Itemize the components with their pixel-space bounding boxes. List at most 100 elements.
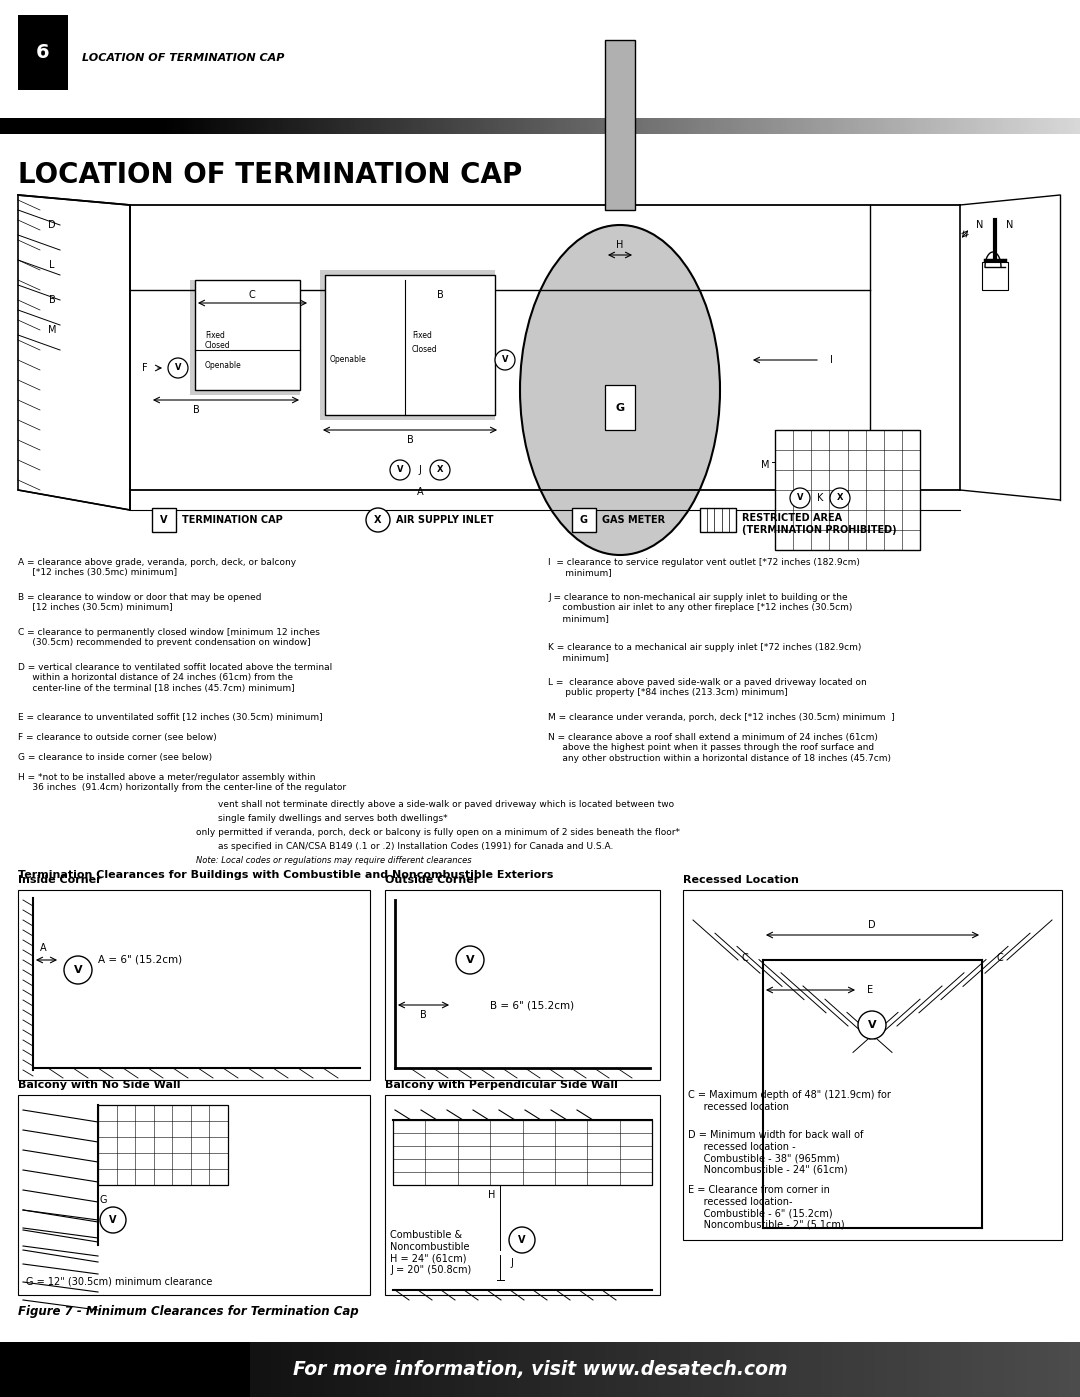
Bar xyxy=(778,117,782,134)
Bar xyxy=(828,117,833,134)
Bar xyxy=(734,117,739,134)
Bar xyxy=(1026,117,1030,134)
Bar xyxy=(180,117,185,134)
Bar xyxy=(489,117,495,134)
Bar xyxy=(1023,117,1027,134)
Bar xyxy=(97,117,102,134)
Bar xyxy=(0,1343,249,1397)
Bar xyxy=(227,1343,240,1397)
Bar xyxy=(835,117,840,134)
Text: Inside Corner: Inside Corner xyxy=(18,875,102,886)
Bar xyxy=(745,117,750,134)
Bar xyxy=(532,117,538,134)
Bar xyxy=(346,1343,359,1397)
Bar xyxy=(691,1343,704,1397)
Bar xyxy=(583,1343,596,1397)
Bar xyxy=(292,117,296,134)
Bar xyxy=(562,117,566,134)
Bar xyxy=(216,1343,229,1397)
Bar xyxy=(191,117,195,134)
Bar xyxy=(1034,117,1038,134)
Text: C = Maximum depth of 48" (121.9cm) for
     recessed location: C = Maximum depth of 48" (121.9cm) for r… xyxy=(688,1090,891,1112)
Bar xyxy=(1037,1343,1050,1397)
Bar xyxy=(586,117,592,134)
Bar xyxy=(332,117,336,134)
Bar xyxy=(572,117,577,134)
Bar xyxy=(259,1343,272,1397)
Bar xyxy=(515,117,519,134)
Bar xyxy=(122,117,127,134)
Bar xyxy=(778,1343,791,1397)
Text: G = 12" (30.5cm) minimum clearance: G = 12" (30.5cm) minimum clearance xyxy=(26,1277,213,1287)
Text: M: M xyxy=(761,460,770,469)
Bar xyxy=(302,117,307,134)
Bar xyxy=(292,1343,305,1397)
Bar xyxy=(396,117,401,134)
Bar xyxy=(569,117,573,134)
Bar xyxy=(540,117,544,134)
Bar xyxy=(313,1343,326,1397)
Bar xyxy=(384,890,660,1080)
Bar xyxy=(1072,117,1078,134)
Bar xyxy=(799,1343,812,1397)
Bar xyxy=(864,1343,877,1397)
Bar xyxy=(983,1343,996,1397)
Bar xyxy=(767,117,771,134)
Bar xyxy=(0,1343,13,1397)
Bar xyxy=(940,117,944,134)
Bar xyxy=(861,117,865,134)
Bar xyxy=(494,117,498,134)
Bar xyxy=(227,117,231,134)
Bar xyxy=(994,117,998,134)
Text: B = 6" (15.2cm): B = 6" (15.2cm) xyxy=(490,1000,575,1010)
Text: D = Minimum width for back wall of
     recessed location -
     Combustible - 3: D = Minimum width for back wall of reces… xyxy=(688,1130,863,1175)
Text: C: C xyxy=(997,953,1003,963)
Bar xyxy=(915,117,919,134)
Bar xyxy=(111,117,117,134)
Bar xyxy=(213,117,217,134)
Circle shape xyxy=(831,488,850,509)
Text: Balcony with Perpendicular Side Wall: Balcony with Perpendicular Side Wall xyxy=(384,1080,618,1090)
Bar xyxy=(432,1343,445,1397)
Bar xyxy=(799,117,804,134)
Circle shape xyxy=(789,488,810,509)
Bar xyxy=(640,117,646,134)
Bar xyxy=(18,1095,370,1295)
Text: A: A xyxy=(40,943,46,953)
Bar xyxy=(378,117,382,134)
Bar xyxy=(43,1343,56,1397)
Bar xyxy=(443,117,447,134)
Bar xyxy=(36,117,41,134)
Bar xyxy=(853,1343,866,1397)
Bar xyxy=(0,0,1080,110)
Bar xyxy=(813,117,819,134)
Bar xyxy=(184,117,188,134)
Bar xyxy=(324,117,328,134)
Text: L =  clearance above paved side-walk or a paved driveway located on
      public: L = clearance above paved side-walk or a… xyxy=(548,678,867,697)
Bar xyxy=(986,117,991,134)
Bar xyxy=(446,117,451,134)
Bar xyxy=(1058,1343,1071,1397)
Text: X: X xyxy=(837,493,843,503)
Bar xyxy=(1055,117,1059,134)
Bar xyxy=(414,117,419,134)
Bar xyxy=(774,117,779,134)
Bar xyxy=(424,117,430,134)
Circle shape xyxy=(430,460,450,481)
Bar xyxy=(54,1343,67,1397)
Bar xyxy=(0,117,4,134)
Bar xyxy=(400,1343,413,1397)
Bar xyxy=(32,117,37,134)
Text: G: G xyxy=(616,402,624,414)
Bar xyxy=(18,117,23,134)
Bar xyxy=(421,1343,434,1397)
Bar xyxy=(670,1343,683,1397)
Text: V: V xyxy=(465,956,474,965)
Bar xyxy=(410,1343,423,1397)
Bar xyxy=(248,1343,261,1397)
Bar xyxy=(159,117,163,134)
Bar xyxy=(700,509,735,532)
Circle shape xyxy=(858,1011,886,1039)
Bar xyxy=(176,117,181,134)
Bar xyxy=(907,1343,920,1397)
